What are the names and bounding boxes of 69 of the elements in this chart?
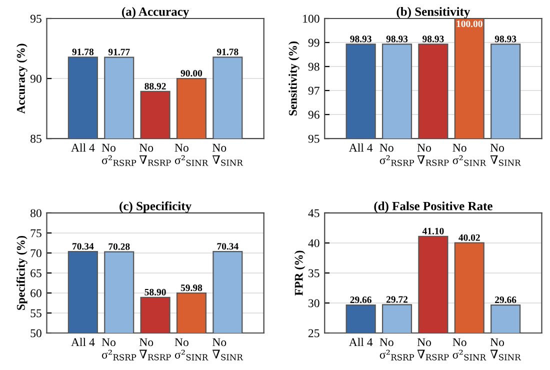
data-label: 58.90 xyxy=(144,288,166,296)
data-label: 90.00 xyxy=(180,70,202,77)
chart-title: (b) Sensitivity xyxy=(396,7,470,18)
x-tick-label: No σ²$_{RSRP}$ xyxy=(102,338,136,360)
data-label: 70.34 xyxy=(217,243,238,250)
y-tick-label: 95 xyxy=(30,14,42,23)
y-tick-label: 35 xyxy=(308,269,320,278)
y-tick-label: 60 xyxy=(30,289,42,298)
x-tick-label: All 4 xyxy=(348,338,373,346)
data-label: 40.02 xyxy=(458,234,480,241)
data-label: 59.98 xyxy=(180,284,202,292)
x-tick-label: No ∇$_{SINR}$ xyxy=(490,144,521,166)
data-label: 98.93 xyxy=(386,36,408,42)
y-tick-label: 90 xyxy=(30,74,42,83)
data-label: 41.10 xyxy=(422,228,444,234)
x-tick-label: No ∇$_{RSRP}$ xyxy=(417,144,449,166)
x-tick-label: No ∇$_{SINR}$ xyxy=(490,338,521,360)
x-tick-label: No σ²$_{SINR}$ xyxy=(452,338,486,360)
x-tick-label: All 4 xyxy=(71,338,95,346)
y-axis-title: Specificity (%) xyxy=(16,236,28,310)
y-tick-label: 50 xyxy=(30,329,42,338)
y-tick-label: 70 xyxy=(30,249,42,258)
y-tick-label: 97 xyxy=(308,86,320,95)
x-tick-label: No σ²$_{SINR}$ xyxy=(174,144,208,166)
y-tick-label: 55 xyxy=(30,309,42,318)
data-label: 70.34 xyxy=(72,243,94,250)
x-tick-label: No σ²$_{SINR}$ xyxy=(174,338,208,360)
data-label: 70.28 xyxy=(108,243,130,250)
y-tick-label: 75 xyxy=(30,229,42,238)
x-tick-label: No ∇$_{RSRP}$ xyxy=(139,144,171,166)
y-tick-label: 65 xyxy=(30,269,42,278)
x-tick-label: No σ²$_{RSRP}$ xyxy=(380,338,414,360)
y-tick-label: 100 xyxy=(303,14,320,23)
x-tick-label: No σ²$_{SINR}$ xyxy=(452,144,486,166)
y-tick-label: 25 xyxy=(308,329,320,338)
chart-title: (a) Accuracy xyxy=(122,7,190,18)
x-tick-label: No ∇$_{RSRP}$ xyxy=(417,338,449,360)
data-label: 29.66 xyxy=(495,296,516,304)
x-tick-label: No σ²$_{RSRP}$ xyxy=(380,144,414,166)
y-tick-label: 30 xyxy=(308,299,320,308)
x-tick-label: All 4 xyxy=(71,143,95,152)
data-label: 98.93 xyxy=(422,36,444,42)
data-label: 29.66 xyxy=(350,296,372,304)
chart-title: (c) Specificity xyxy=(120,201,192,213)
data-label: 88.92 xyxy=(144,82,166,90)
data-label: 98.93 xyxy=(350,36,372,42)
data-label: 98.93 xyxy=(494,36,516,42)
data-label: 29.72 xyxy=(386,296,408,303)
x-tick-label: No ∇$_{SINR}$ xyxy=(212,338,244,360)
y-tick-label: 40 xyxy=(308,239,320,248)
y-tick-label: 80 xyxy=(30,209,42,218)
y-tick-label: 45 xyxy=(308,209,320,218)
data-label: 91.77 xyxy=(108,48,130,56)
y-tick-label: 95 xyxy=(308,134,320,143)
y-tick-label: 98 xyxy=(308,62,320,71)
y-tick-label: 96 xyxy=(308,110,320,119)
y-tick-label: 99 xyxy=(308,38,320,47)
y-axis-title: Accuracy (%) xyxy=(16,44,28,114)
y-axis-title: Sensitivity (%) xyxy=(288,41,300,116)
x-tick-label: No ∇$_{RSRP}$ xyxy=(139,338,171,360)
chart-title: (d) False Positive Rate xyxy=(374,202,492,213)
x-tick-label: No ∇$_{SINR}$ xyxy=(212,144,244,166)
data-label: 91.78 xyxy=(72,48,94,56)
y-tick-label: 85 xyxy=(30,134,42,143)
data-label: 100.00 xyxy=(456,20,482,28)
x-tick-label: No σ²$_{RSRP}$ xyxy=(102,144,136,166)
y-axis-title: FPR (%) xyxy=(294,250,306,296)
x-tick-label: All 4 xyxy=(348,143,373,152)
data-label: 91.78 xyxy=(217,48,238,56)
